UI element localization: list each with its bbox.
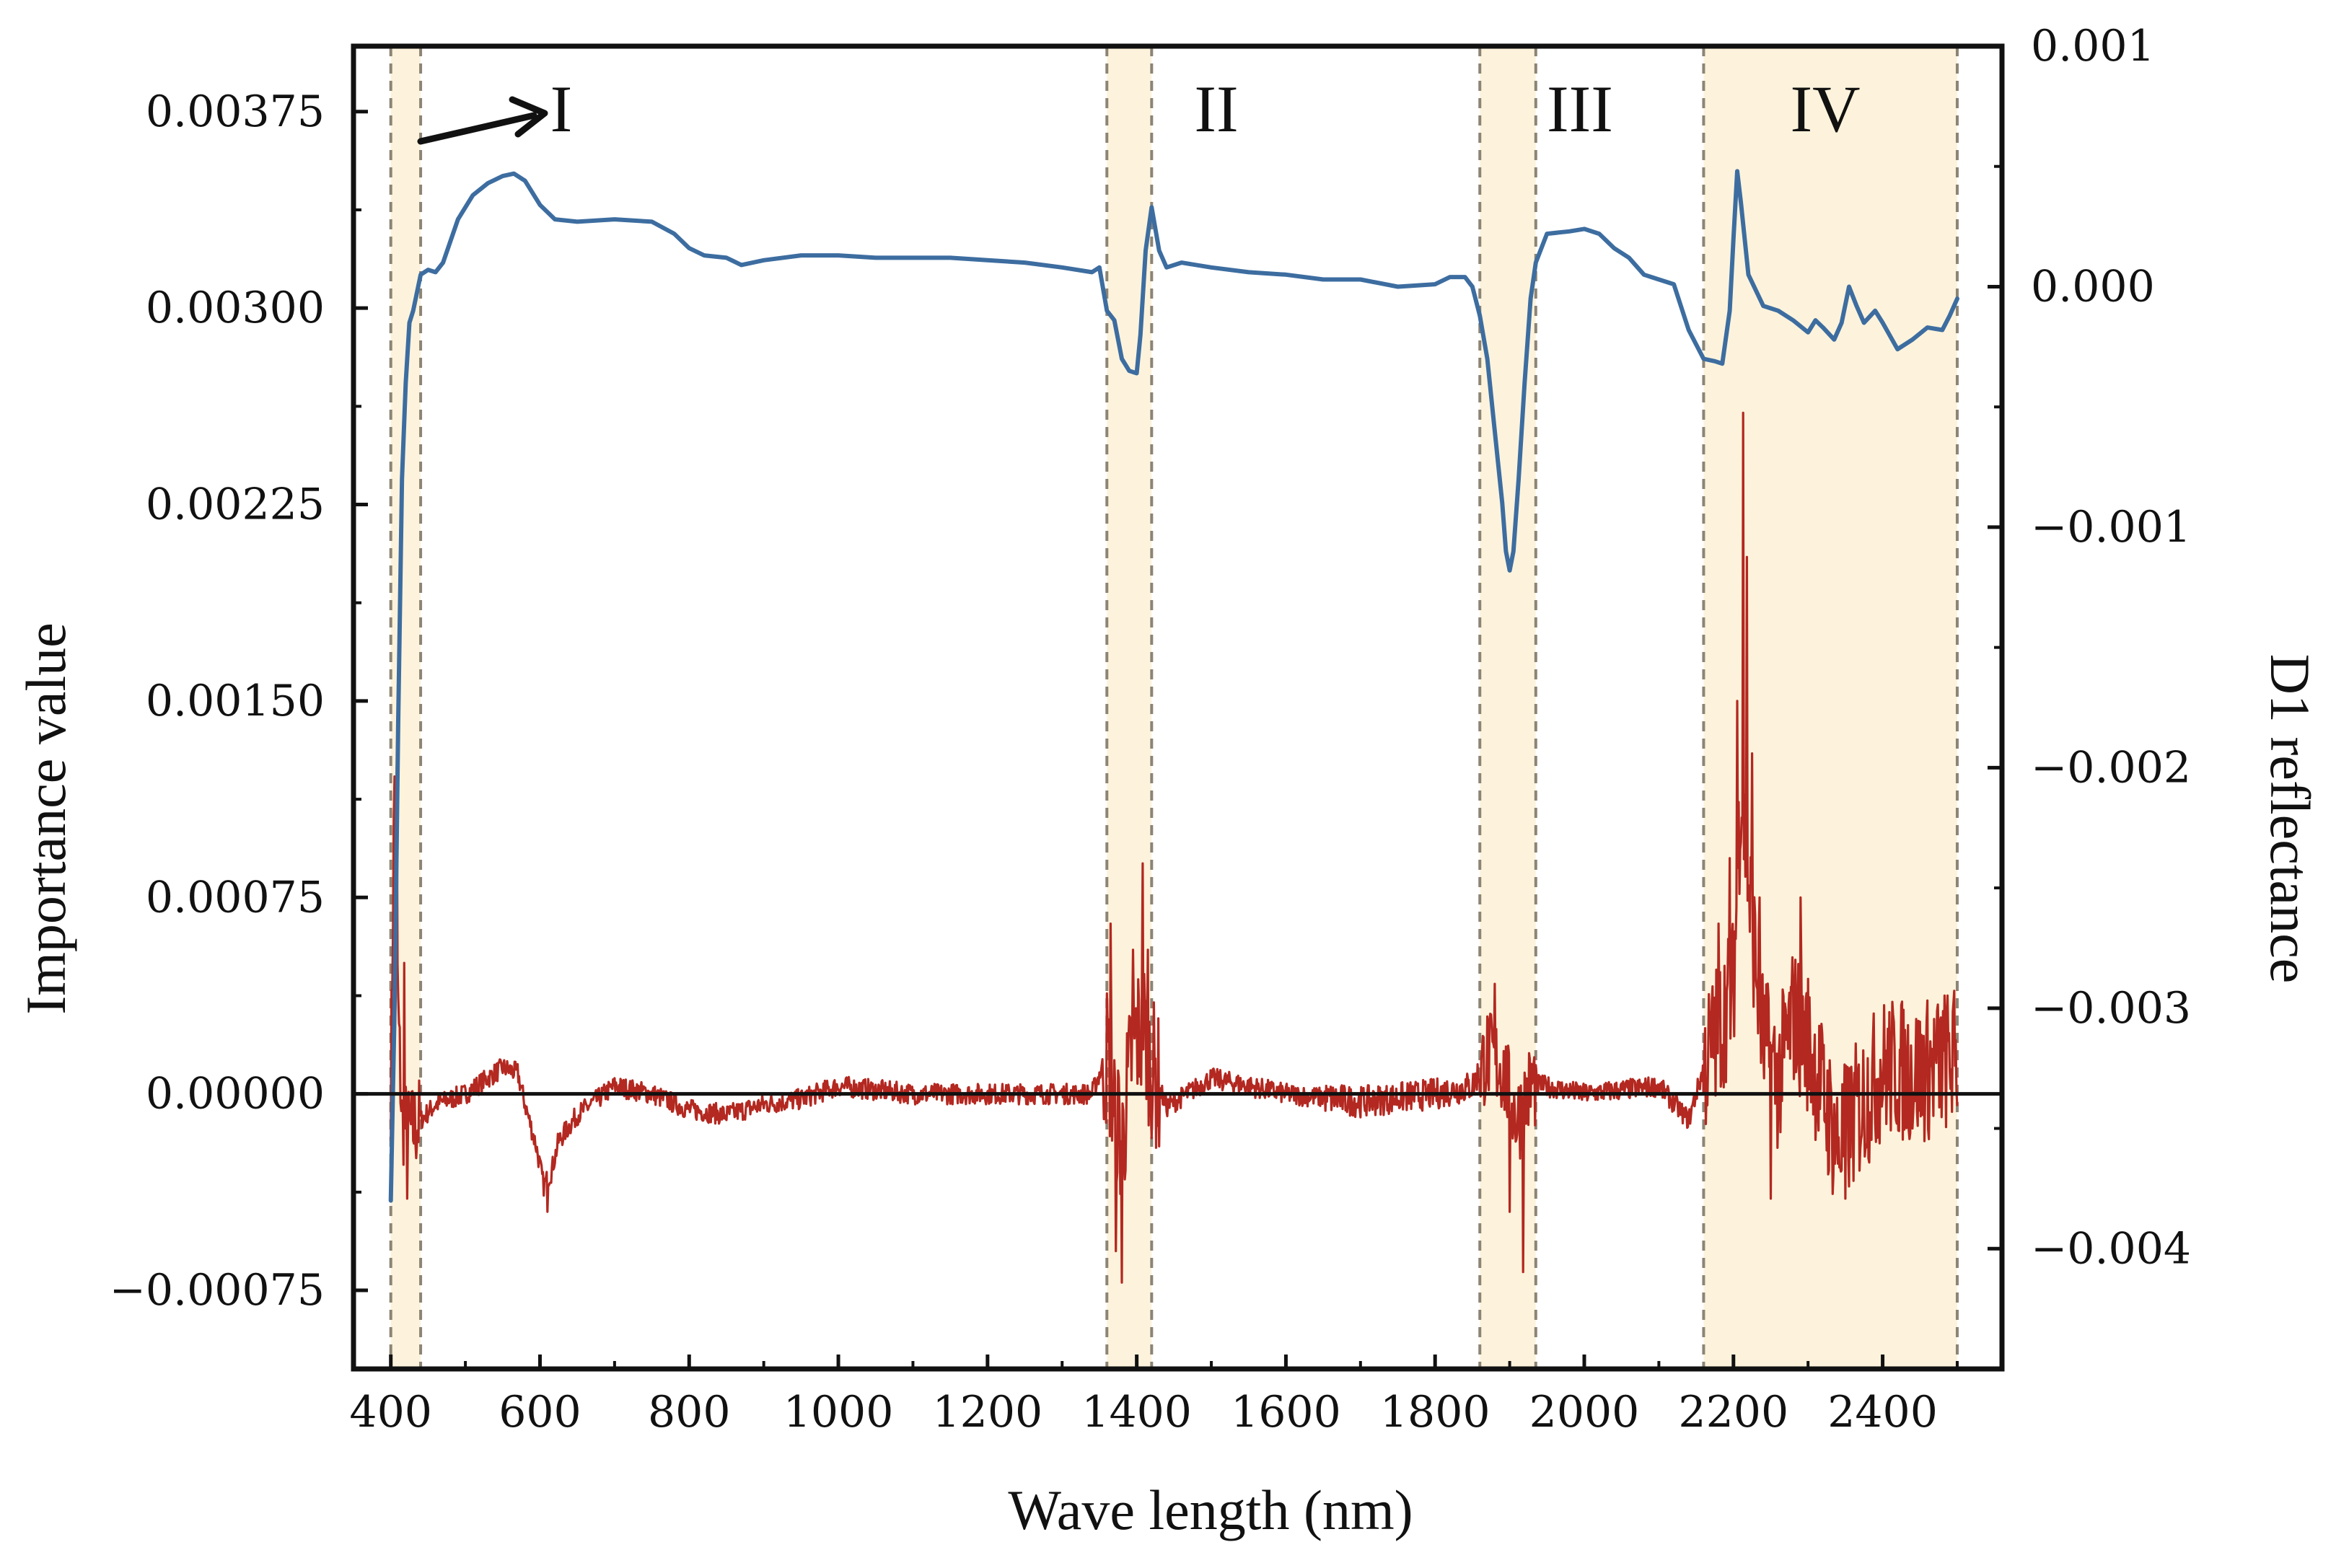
annotations: I II III IV xyxy=(417,72,1861,146)
y-right-tick-label: −0.001 xyxy=(2031,502,2191,552)
y-left-tick-label: 0.00225 xyxy=(146,480,325,530)
x-tick-label: 2200 xyxy=(1678,1387,1788,1437)
region-label-IV: IV xyxy=(1790,72,1860,146)
x-tick-label: 600 xyxy=(499,1387,581,1437)
y-left-axis-title: Importance value xyxy=(14,622,77,1015)
x-tick-label: 1400 xyxy=(1081,1387,1192,1437)
y-right-tick-label: −0.002 xyxy=(2031,742,2191,793)
y-right-tick-label: 0.001 xyxy=(2031,21,2155,71)
x-tick-label: 1800 xyxy=(1380,1387,1490,1437)
x-tick-label: 2400 xyxy=(1827,1387,1938,1437)
y-right-axis-title: D1 reflectance xyxy=(2259,654,2322,984)
plot-frame xyxy=(351,43,2005,1372)
y-right-tick-label: −0.003 xyxy=(2031,983,2191,1034)
region-band-I xyxy=(390,46,421,1369)
x-tick-label: 800 xyxy=(648,1387,731,1437)
x-tick-label: 1600 xyxy=(1231,1387,1341,1437)
region-label-II: II xyxy=(1194,72,1238,146)
x-tick-label: 1000 xyxy=(783,1387,894,1437)
y-right-tick-label: 0.000 xyxy=(2031,261,2155,312)
d1-reflectance-line xyxy=(388,169,1959,1203)
y-left-tick-label: −0.00075 xyxy=(110,1265,325,1316)
region-I-arrow-shaft xyxy=(417,112,537,145)
x-tick-label: 1200 xyxy=(932,1387,1042,1437)
region-band-III xyxy=(1480,46,1536,1369)
y-left-tick-label: 0.00375 xyxy=(146,87,325,137)
region-label-III: III xyxy=(1547,72,1613,146)
y-left-tick-label: 0.00150 xyxy=(146,676,325,726)
region-I-arrowhead xyxy=(509,96,548,138)
y-left-tick-label: 0.00075 xyxy=(146,872,325,922)
y-left-tick-label: 0.00000 xyxy=(146,1069,325,1119)
y-left-tick-label: 0.00300 xyxy=(146,283,325,333)
x-tick-label: 400 xyxy=(349,1387,432,1437)
axis-labels: 400 600 800 1000 1200 1400 1600 1800 2000 2200 240… xyxy=(110,21,2191,1437)
region-label-I: I xyxy=(550,72,573,146)
x-axis-title: Wave length (nm) xyxy=(1008,1479,1413,1541)
highlight-regions xyxy=(389,46,1959,1369)
y-right-tick-label: −0.004 xyxy=(2031,1223,2191,1274)
x-tick-label: 2000 xyxy=(1529,1387,1640,1437)
